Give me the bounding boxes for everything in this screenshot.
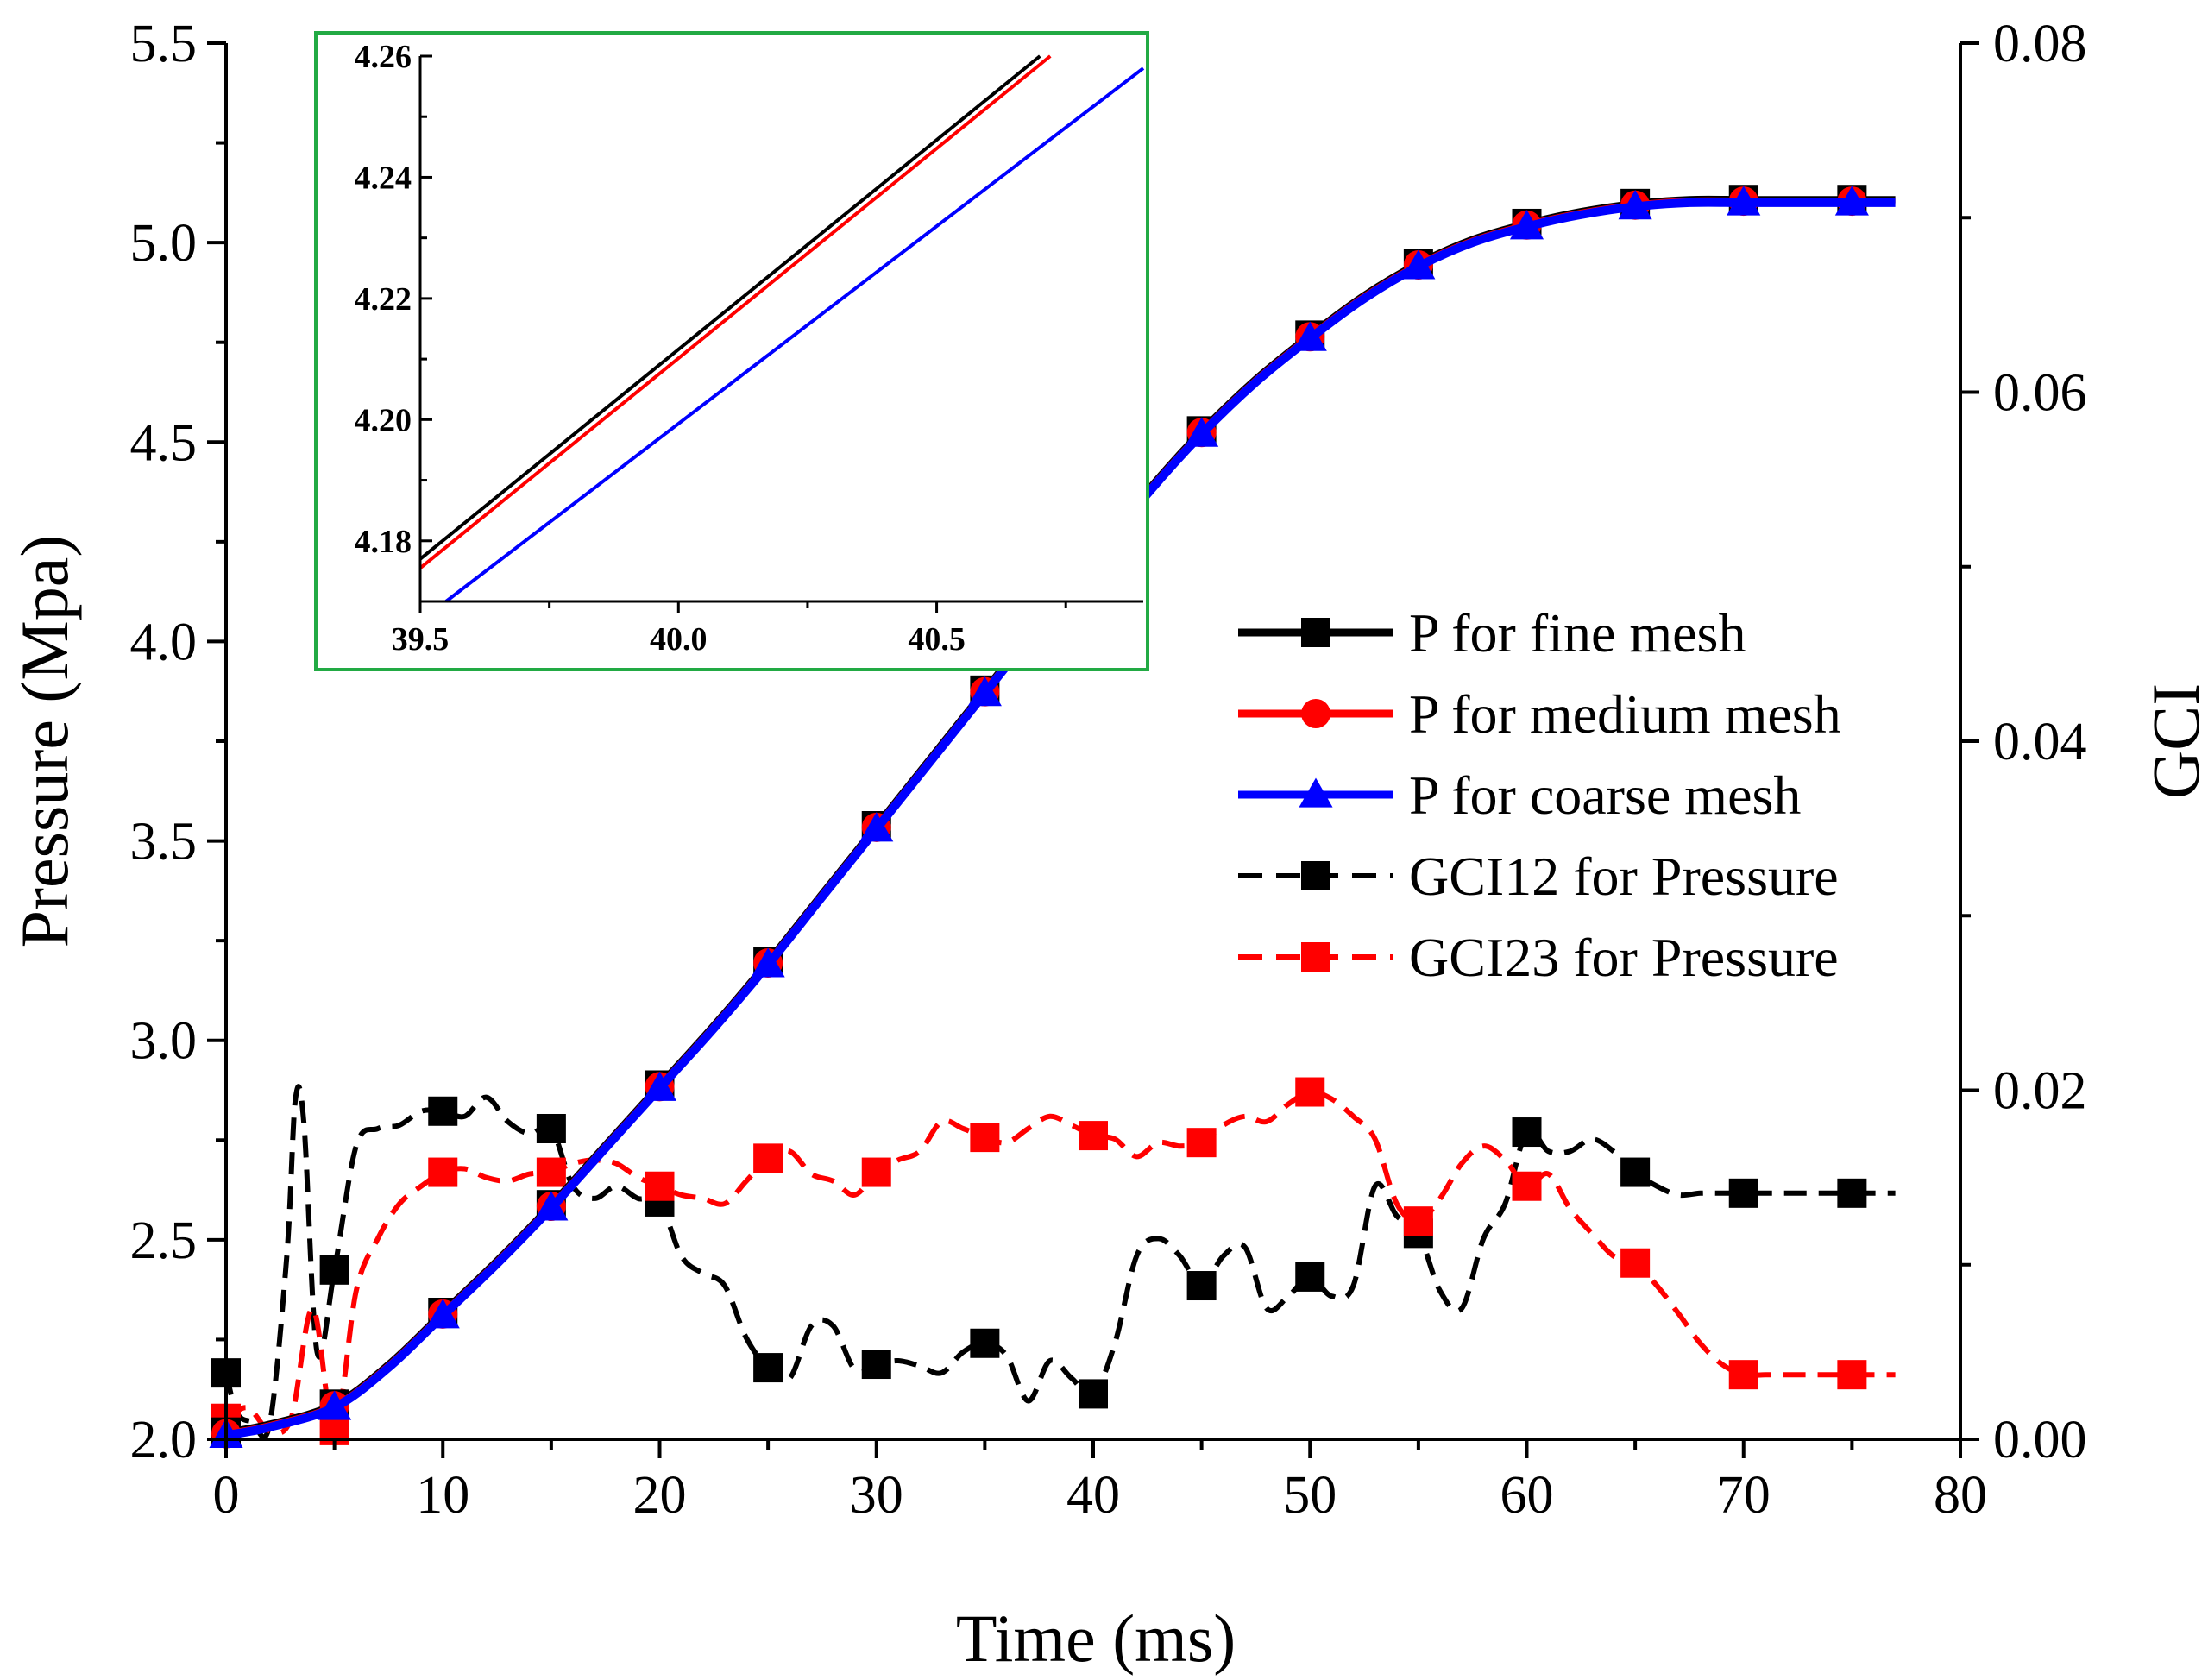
gci-marker-0-15 <box>1837 1178 1867 1208</box>
y2-tick-label: 0.08 <box>1993 15 2087 73</box>
inset-x-tick-label: 40.5 <box>908 621 966 658</box>
x-tick-label: 70 <box>1717 1466 1771 1525</box>
pressure-marker-2-1 <box>318 1390 352 1420</box>
legend-marker-1 <box>1301 699 1330 728</box>
gci-marker-1-12 <box>1512 1171 1542 1201</box>
gci-marker-0-7 <box>970 1328 1000 1358</box>
inset-y-tick-label: 4.26 <box>355 39 412 75</box>
gci-marker-0-12 <box>1512 1117 1542 1148</box>
pressure-marker-2-14 <box>1727 186 1761 216</box>
y2-tick-label: 0.04 <box>1993 713 2087 771</box>
gci-marker-1-13 <box>1620 1248 1651 1278</box>
pressure-marker-2-6 <box>859 812 894 842</box>
gci-marker-0-13 <box>1620 1157 1651 1187</box>
gci-marker-1-15 <box>1837 1360 1867 1390</box>
gci-marker-1-7 <box>970 1123 1000 1153</box>
pressure-marker-2-15 <box>1834 186 1869 216</box>
pressure-marker-2-2 <box>425 1299 460 1329</box>
x-tick-label: 60 <box>1500 1466 1554 1525</box>
y-tick-label: 4.0 <box>130 613 198 671</box>
gci-marker-1-4 <box>645 1171 675 1201</box>
pressure-marker-2-7 <box>967 676 1002 707</box>
inset-ticks: 39.5 40.0 40.5 4.18 4.20 4.22 4.24 4.26 <box>355 39 1067 658</box>
pressure-marker-2-12 <box>1509 210 1544 240</box>
inset-y-tick-label: 4.24 <box>355 160 412 196</box>
legend-label-4: GCI23 for Pressure <box>1409 927 1839 988</box>
inset-line-1 <box>418 54 1052 569</box>
inset-line-0 <box>418 54 1041 561</box>
gci-marker-0-5 <box>753 1353 783 1383</box>
x-axis-title: Time (ms) <box>956 1601 1236 1676</box>
inset-y-tick-label: 4.20 <box>355 402 412 438</box>
gci-marker-0-14 <box>1728 1178 1758 1208</box>
legend-marker-2 <box>1299 777 1333 808</box>
inset-line-2 <box>444 66 1145 603</box>
pressure-marker-2-5 <box>751 947 785 978</box>
legend-label-1: P for medium mesh <box>1409 683 1841 745</box>
inset-x-tick-label: 40.0 <box>650 621 708 658</box>
gci-marker-1-8 <box>1079 1121 1108 1151</box>
pressure-marker-2-10 <box>1293 321 1327 351</box>
y-tick-label: 2.5 <box>130 1211 198 1270</box>
gci-marker-1-11 <box>1403 1206 1433 1236</box>
x-tick-label: 50 <box>1283 1466 1337 1525</box>
gci-marker-0-10 <box>1295 1262 1325 1292</box>
y-tick-label: 3.5 <box>130 813 198 871</box>
x-tick-label: 10 <box>416 1466 469 1525</box>
inset-y-tick-label: 4.18 <box>355 524 412 560</box>
gci-marker-1-9 <box>1186 1128 1217 1158</box>
y2-tick-label: 0.00 <box>1993 1411 2087 1469</box>
gci-marker-0-6 <box>861 1350 891 1380</box>
y-tick-label: 2.0 <box>130 1411 198 1469</box>
legend-marker-0 <box>1301 618 1330 647</box>
pressure-marker-2-3 <box>534 1191 569 1221</box>
gci-marker-0-2 <box>428 1096 458 1126</box>
gci-marker-1-10 <box>1295 1077 1325 1107</box>
gci-marker-1-3 <box>536 1157 566 1187</box>
gci-marker-0-1 <box>319 1255 349 1285</box>
inset-x-tick-label: 39.5 <box>392 621 450 658</box>
series-line-gci-1 <box>224 1089 1896 1436</box>
tick-marks <box>207 41 1979 1458</box>
tick-labels: 0 10 20 30 40 50 60 70 80 2.0 2.5 3.0 3.5 4.0 4.5 5.0 5.… <box>130 15 2087 1525</box>
gci-marker-0-9 <box>1186 1271 1217 1301</box>
pressure-marker-2-13 <box>1618 189 1652 220</box>
y-tick-label: 4.5 <box>130 413 198 472</box>
legend-label-3: GCI12 for Pressure <box>1409 846 1839 907</box>
pressure-marker-2-11 <box>1401 249 1436 280</box>
legend-label-2: P for coarse mesh <box>1409 764 1801 826</box>
y2-tick-label: 0.06 <box>1993 364 2087 423</box>
y-axis-title: Pressure (Mpa) <box>7 535 82 948</box>
gci-marker-0-3 <box>536 1113 566 1143</box>
legend: P for fine mesh P for medium mesh P for co… <box>1238 602 1841 988</box>
y-tick-label: 3.0 <box>130 1012 198 1071</box>
legend-label-0: P for fine mesh <box>1409 602 1746 664</box>
x-tick-label: 20 <box>633 1466 687 1525</box>
legend-marker-4 <box>1301 942 1330 972</box>
inset-border <box>314 31 1149 671</box>
x-tick-label: 80 <box>1934 1466 1987 1525</box>
y2-tick-label: 0.02 <box>1993 1062 2087 1121</box>
inset-y-tick-label: 4.22 <box>355 281 412 318</box>
x-tick-label: 30 <box>850 1466 903 1525</box>
y-tick-label: 5.5 <box>130 15 198 73</box>
x-tick-label: 0 <box>213 1466 240 1525</box>
x-tick-label: 40 <box>1066 1466 1120 1525</box>
gci-marker-1-6 <box>861 1157 891 1187</box>
y-tick-label: 5.0 <box>130 214 198 273</box>
zoom-inset: 39.5 40.0 40.5 4.18 4.20 4.22 4.24 4.26 <box>314 31 1149 671</box>
y2-axis-title: GCI <box>2138 683 2208 799</box>
pressure-marker-2-9 <box>1185 417 1219 447</box>
gci-marker-0-8 <box>1079 1379 1108 1409</box>
gci-marker-1-14 <box>1728 1360 1758 1390</box>
series-line-gci-0 <box>223 1084 1896 1440</box>
gci-marker-1-2 <box>428 1157 458 1187</box>
inset-lines <box>418 54 1145 603</box>
gci-marker-1-5 <box>753 1143 783 1173</box>
legend-marker-3 <box>1301 861 1330 890</box>
pressure-marker-2-4 <box>642 1071 677 1101</box>
